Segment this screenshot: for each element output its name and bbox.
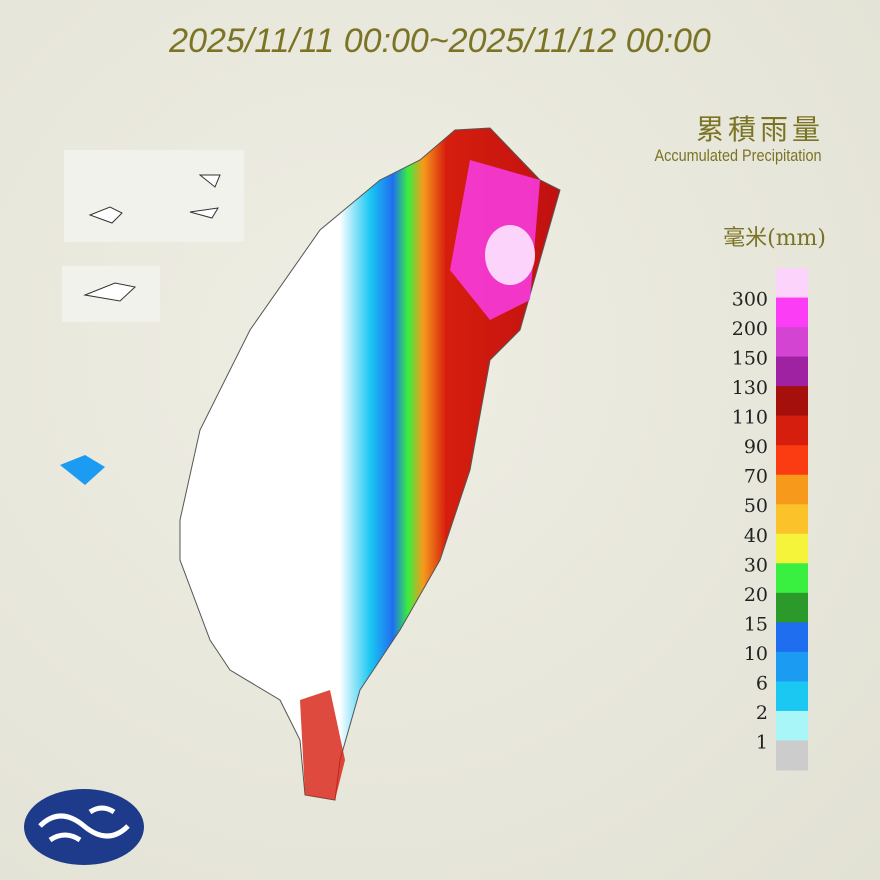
legend-swatch	[776, 268, 808, 299]
legend-label: 6	[756, 672, 768, 694]
legend-label: 1	[756, 731, 768, 753]
legend-swatch	[776, 474, 808, 505]
title: 2025/11/11 00:00~2025/11/12 00:00	[169, 22, 711, 60]
legend-swatch	[776, 386, 808, 417]
legend-swatch	[776, 622, 808, 653]
south-tip	[300, 690, 345, 800]
legend-swatch	[776, 710, 808, 741]
legend-unit: 毫米(mm)	[723, 226, 826, 251]
legend-label: 110	[732, 407, 768, 429]
legend-swatch	[776, 297, 808, 328]
legend-swatch	[776, 504, 808, 535]
legend-swatch	[776, 327, 808, 358]
legend-subtitle: Accumulated Precipitation	[654, 146, 822, 165]
legend-label: 300	[732, 289, 768, 311]
legend-label: 90	[744, 436, 768, 458]
legend-label: 10	[744, 643, 768, 665]
legend-swatch	[776, 592, 808, 623]
islands	[60, 150, 244, 485]
legend-swatch	[776, 445, 808, 476]
legend-label: 200	[732, 318, 768, 340]
legend-swatch	[776, 415, 808, 446]
legend-title: 累積雨量	[695, 113, 824, 146]
legend-label: 2	[756, 702, 768, 724]
legend-swatch	[776, 356, 808, 387]
legend-swatch	[776, 563, 808, 594]
legend-label: 20	[744, 584, 768, 606]
legend-label: 150	[732, 348, 768, 370]
legend-label: 130	[732, 377, 768, 399]
legend-label: 70	[744, 466, 768, 488]
legend: 300 200 150 130 110 90 70 50 40 30 20 15 10 6 2 1	[732, 268, 808, 771]
legend-label: 30	[744, 554, 768, 576]
legend-label: 50	[744, 495, 768, 517]
legend-swatch	[776, 533, 808, 564]
legend-label: 15	[744, 613, 768, 635]
legend-label: 40	[744, 525, 768, 547]
legend-swatch	[776, 740, 808, 771]
legend-swatch	[776, 651, 808, 682]
logo	[24, 789, 144, 865]
legend-swatch	[776, 681, 808, 712]
